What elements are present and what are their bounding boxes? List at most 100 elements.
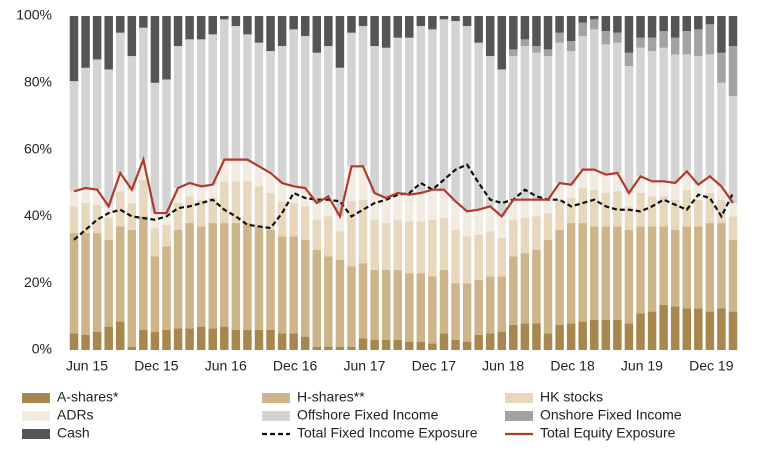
bar-segment [613, 16, 622, 33]
bar-segment [485, 56, 495, 207]
bar-segment [509, 199, 518, 220]
bar-segment [381, 339, 391, 350]
bar-segment [462, 16, 472, 27]
bar-segment [185, 16, 194, 40]
bar-segment [647, 226, 657, 312]
bar-segment [694, 16, 703, 30]
bar-segment [277, 16, 287, 47]
bar-segment [104, 69, 113, 207]
bar-segment [115, 32, 125, 173]
bar-segment [659, 31, 668, 48]
bar-segment [300, 16, 310, 37]
bar-segment [381, 47, 391, 199]
bar-segment [220, 223, 229, 327]
bar-segment [220, 326, 229, 350]
bar-segment [590, 19, 599, 30]
bar-segment [254, 42, 264, 167]
bar-segment [497, 276, 507, 332]
bar-segment [162, 246, 171, 330]
legend-label: ADRs [57, 407, 94, 423]
bar-segment [578, 36, 587, 170]
bar-segment [300, 206, 310, 240]
bar-segment [393, 219, 402, 270]
bar-segment [462, 26, 472, 212]
bar-segment [358, 16, 368, 27]
legend-label: A-shares* [57, 389, 119, 405]
bar-segment [439, 189, 449, 219]
bar-segment [578, 16, 587, 23]
bar-segment [555, 229, 564, 325]
bar-segment [624, 16, 634, 53]
bar-segment [220, 19, 229, 160]
bar-segment [728, 46, 738, 97]
bar-segment [196, 39, 206, 187]
legend-swatch [22, 429, 50, 439]
bar-segment [705, 311, 715, 350]
bar-segment [717, 16, 726, 53]
bar-segment [266, 193, 275, 230]
bar-segment [416, 341, 426, 350]
bar-segment [358, 199, 368, 264]
bar-segment [266, 51, 275, 173]
bar-segment [694, 184, 703, 200]
bar-segment [728, 203, 738, 217]
bar-segment [416, 193, 426, 222]
bar-segment [358, 263, 368, 339]
bar-segment [578, 169, 587, 189]
bar-segment [578, 321, 587, 350]
bar-segment [243, 16, 252, 35]
bar-segment [196, 226, 206, 327]
bar-segment [451, 21, 460, 202]
bar-segment [532, 199, 541, 217]
bar-segment [173, 46, 183, 189]
bar-segment [69, 233, 79, 334]
bar-segment [81, 188, 90, 204]
bar-segment [613, 319, 622, 350]
y-tick-label: 0% [32, 341, 52, 357]
bar-segment [705, 223, 715, 312]
bar-segment [300, 36, 310, 189]
x-tick-label: Jun 18 [482, 358, 524, 374]
bar-segment [162, 224, 171, 247]
bar-segment [613, 191, 622, 227]
bar-segment [81, 203, 90, 234]
bar-segment [624, 229, 634, 324]
bar-segment [717, 82, 726, 187]
legend-label: H-shares** [297, 389, 365, 405]
bar-segment [532, 52, 541, 200]
bar-segment [208, 223, 217, 329]
x-tick-label: Dec 15 [134, 358, 179, 374]
bar-segment [358, 26, 368, 167]
bar-segment [312, 203, 322, 220]
bar-segment [370, 269, 379, 340]
bar-segment [405, 194, 414, 222]
bar-segment [451, 201, 460, 230]
bar-segment [254, 226, 264, 330]
bar-segment [92, 204, 102, 234]
bar-segment [590, 29, 599, 170]
bar-segment [208, 328, 217, 350]
bar-segment [670, 54, 680, 183]
bar-segment [555, 183, 564, 200]
bar-segment [428, 16, 437, 30]
bar-segment [670, 183, 680, 200]
bar-segment [289, 16, 298, 30]
x-tick-label: Jun 15 [66, 358, 108, 374]
bar-segment [196, 186, 206, 200]
x-tick-label: Dec 18 [550, 358, 595, 374]
bar-segment [462, 283, 472, 342]
legend-swatch [22, 411, 50, 421]
bar-segment [728, 96, 738, 204]
bar-segment [115, 172, 125, 192]
bar-segment [705, 16, 715, 25]
bar-segment [659, 181, 668, 197]
bar-segment [277, 201, 287, 237]
bar-segment [92, 16, 102, 60]
bar-segment [636, 226, 645, 314]
bar-segment [613, 226, 622, 320]
bar-segment [624, 52, 634, 67]
bar-segment [381, 198, 391, 224]
bar-segment [324, 196, 333, 217]
bar-segment [231, 159, 241, 182]
